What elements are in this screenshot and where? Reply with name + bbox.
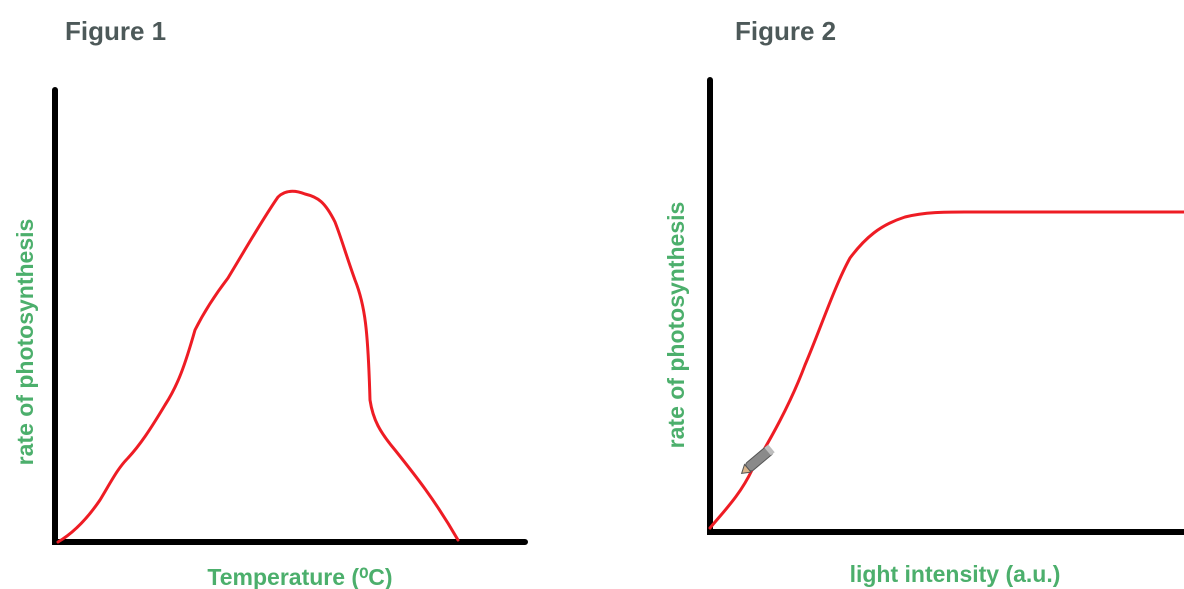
figure-title: Figure 1	[65, 16, 166, 46]
x-axis-label: light intensity (a.u.)	[850, 561, 1061, 587]
y-axis-label: rate of photosynthesis	[12, 219, 38, 466]
curve	[708, 210, 1184, 530]
x-axis-label: Temperature (⁰C)	[207, 564, 392, 589]
axes	[52, 87, 528, 545]
y-axis-label: rate of photosynthesis	[663, 202, 689, 449]
figure-1: Figure 1 rate of photosynthesis Temperat…	[12, 16, 528, 589]
pencil-icon	[740, 444, 775, 475]
figure-2: Figure 2 rate of photosynthesis light in…	[663, 16, 1184, 587]
curve	[56, 189, 460, 544]
axes	[707, 77, 1184, 535]
figure-title: Figure 2	[735, 16, 836, 46]
